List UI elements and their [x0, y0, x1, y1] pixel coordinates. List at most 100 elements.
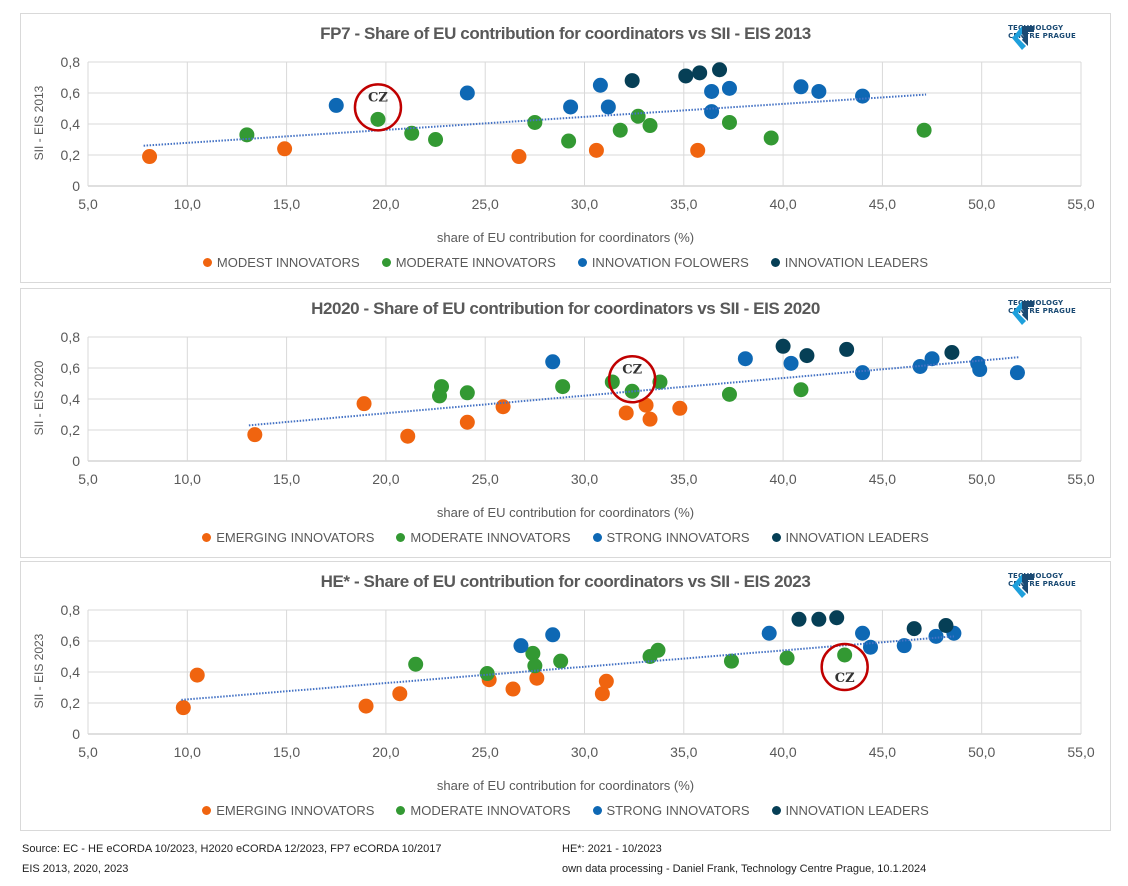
ctp-logo-line2: CENTRE PRAGUE	[1008, 32, 1076, 40]
chart-title: FP7 - Share of EU contribution for coord…	[320, 24, 811, 43]
legend-marker-icon	[771, 533, 781, 542]
chart-legend: EMERGING INNOVATORS MODERATE INNOVATORS ST…	[21, 530, 1110, 545]
point-innovation-leaders	[811, 611, 827, 627]
legend-marker-icon	[396, 806, 406, 815]
point-innovation-folowers	[592, 77, 608, 93]
legend-label: INNOVATION FOLOWERS	[591, 255, 749, 270]
x-tick-label: 10,0	[174, 744, 201, 760]
x-tick-label: 45,0	[869, 744, 896, 760]
y-tick-label: 0,2	[61, 147, 81, 163]
ctp-logo-icon	[1012, 301, 1035, 325]
ctp-logo-icon	[1012, 26, 1035, 50]
x-tick-label: 50,0	[968, 471, 995, 487]
cz-label: CZ	[835, 671, 855, 686]
y-axis-label: SII - EIS 2020	[32, 360, 46, 436]
point-innovation-leaders	[906, 621, 922, 637]
point-innovation-leaders	[678, 68, 694, 84]
legend-marker-icon	[770, 258, 780, 267]
x-tick-label: 50,0	[968, 744, 995, 760]
point-strong-innovators	[928, 628, 944, 644]
point-innovation-leaders	[775, 338, 791, 354]
x-axis-label: share of EU contribution for coordinator…	[436, 230, 695, 245]
y-tick-label: 0,6	[61, 633, 81, 649]
point-emerging-innovators	[358, 698, 374, 714]
point-moderate-innovators	[793, 382, 809, 398]
x-tick-label: 25,0	[472, 196, 499, 212]
point-emerging-innovators	[594, 686, 610, 702]
point-moderate-innovators	[428, 132, 444, 147]
point-innovation-folowers	[328, 97, 344, 113]
legend-label: MODERATE INNOVATORS	[410, 530, 571, 545]
y-tick-label: 0	[72, 178, 80, 194]
point-emerging-innovators	[392, 686, 408, 702]
ctp-logo-line1: TECHNOLOGY	[1008, 572, 1064, 580]
chart-panel-fp7: FP7 - Share of EU contribution for coord…	[20, 13, 1111, 283]
legend-marker-icon	[577, 258, 587, 267]
legend-label: INNOVATION LEADERS	[785, 530, 929, 545]
point-modest-innovators	[588, 142, 604, 158]
point-emerging-innovators	[672, 400, 688, 416]
x-tick-label: 30,0	[571, 471, 598, 487]
point-emerging-innovators	[459, 414, 475, 430]
point-innovation-leaders	[829, 610, 845, 626]
point-emerging-innovators	[175, 700, 191, 716]
point-strong-innovators	[737, 351, 753, 367]
ctp-logo: TECHNOLOGY CENTRE PRAGUE	[1008, 572, 1076, 598]
legend-item-innovation-leaders: INNOVATION LEADERS	[770, 255, 928, 270]
ctp-logo-line2: CENTRE PRAGUE	[1008, 580, 1076, 588]
legend-marker-icon	[202, 806, 212, 815]
point-moderate-innovators	[527, 114, 543, 130]
point-moderate-innovators	[553, 653, 569, 669]
legend-item-moderate-innovators: MODERATE INNOVATORS	[396, 803, 571, 818]
x-tick-label: 25,0	[472, 744, 499, 760]
legend-label: STRONG INNOVATORS	[606, 803, 750, 818]
y-tick-label: 0,2	[61, 422, 81, 438]
point-strong-innovators	[761, 625, 777, 641]
point-moderate-innovators	[604, 374, 620, 390]
legend-item-strong-innovators: STRONG INNOVATORS	[592, 530, 750, 545]
chart-panel-h2020: H2020 - Share of EU contribution for coo…	[20, 288, 1111, 558]
y-tick-label: 0,6	[61, 360, 81, 376]
point-innovation-leaders	[791, 611, 807, 627]
footer-source-line2: EIS 2013, 2020, 2023	[22, 863, 129, 875]
point-moderate-innovators	[527, 658, 543, 674]
legend-marker-icon	[592, 533, 602, 542]
scatter-plot: 0 0,2 0,4 0,6 0,8 5,0 10,0 15,0 20,0 25,0 30,0 35,0…	[61, 329, 1095, 487]
point-innovation-folowers	[704, 104, 720, 120]
x-tick-label: 20,0	[372, 471, 399, 487]
y-tick-label: 0,4	[61, 116, 81, 132]
cz-label: CZ	[368, 90, 388, 105]
point-strong-innovators	[545, 354, 561, 370]
ctp-logo-text: TECHNOLOGY CENTRE PRAGUE	[1008, 572, 1076, 588]
point-moderate-innovators	[612, 122, 628, 138]
point-innovation-folowers	[811, 83, 827, 99]
point-innovation-leaders	[799, 348, 815, 364]
point-emerging-innovators	[638, 397, 654, 413]
legend-item-emerging-innovators: EMERGING INNOVATORS	[202, 530, 374, 545]
x-tick-label: 40,0	[769, 196, 796, 212]
y-tick-label: 0,4	[61, 664, 81, 680]
point-modest-innovators	[690, 142, 706, 158]
y-tick-label: 0	[72, 453, 80, 469]
x-tick-label: 45,0	[869, 196, 896, 212]
point-moderate-innovators	[721, 114, 737, 130]
x-tick-label: 50,0	[968, 196, 995, 212]
chart-panel-he: HE* - Share of EU contribution for coord…	[20, 561, 1111, 831]
point-moderate-innovators	[479, 666, 495, 682]
trendline	[181, 635, 954, 701]
point-innovation-leaders	[944, 345, 960, 360]
x-tick-label: 25,0	[472, 471, 499, 487]
point-moderate-innovators	[642, 118, 658, 134]
legend-label: MODEST INNOVATORS	[216, 255, 360, 270]
scatter-plot: 0 0,2 0,4 0,6 0,8 5,0 10,0 15,0 20,0 25,0 30,0 35,0…	[61, 54, 1095, 212]
point-innovation-folowers	[563, 99, 579, 115]
point-moderate-innovators	[555, 379, 571, 395]
x-axis-label: share of EU contribution for coordinator…	[436, 505, 695, 520]
legend-item-innovation-leaders: INNOVATION LEADERS	[771, 530, 929, 545]
point-moderate-innovators	[459, 385, 475, 401]
x-tick-label: 30,0	[571, 744, 598, 760]
x-tick-label: 15,0	[273, 196, 300, 212]
point-moderate-innovators	[525, 645, 541, 661]
point-moderate-innovators	[434, 379, 450, 395]
legend-item-moderate-innovators: MODERATE INNOVATORS	[396, 530, 571, 545]
